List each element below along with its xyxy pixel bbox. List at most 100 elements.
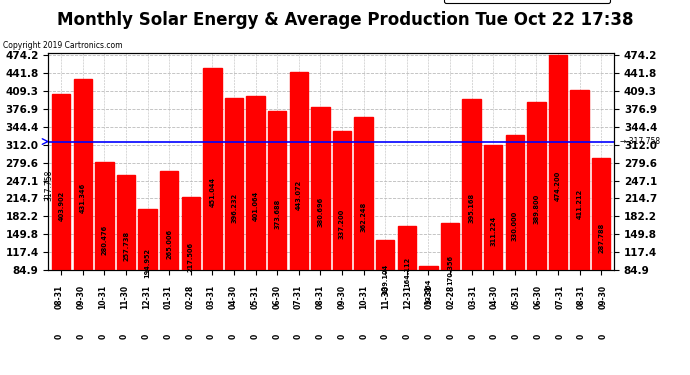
Text: 0: 0 bbox=[229, 334, 238, 339]
Text: 07-31: 07-31 bbox=[294, 285, 303, 309]
Text: 280.476: 280.476 bbox=[101, 224, 108, 255]
Text: 170.356: 170.356 bbox=[447, 255, 453, 285]
Text: 01-31: 01-31 bbox=[164, 285, 172, 309]
Bar bbox=[376, 240, 395, 317]
Text: 431.346: 431.346 bbox=[80, 183, 86, 213]
Text: 411.212: 411.212 bbox=[577, 188, 582, 219]
Bar bbox=[420, 266, 437, 317]
Text: 0: 0 bbox=[577, 334, 586, 339]
Text: 10-31: 10-31 bbox=[98, 285, 107, 309]
Bar bbox=[290, 72, 308, 317]
Text: 0: 0 bbox=[120, 334, 129, 339]
Text: 05-31: 05-31 bbox=[250, 285, 259, 309]
Bar bbox=[549, 55, 567, 317]
Text: 06-30: 06-30 bbox=[533, 285, 542, 309]
Text: 07-31: 07-31 bbox=[555, 285, 564, 309]
Text: 04-30: 04-30 bbox=[490, 285, 499, 309]
Bar bbox=[397, 226, 416, 317]
Bar bbox=[160, 171, 179, 317]
Bar bbox=[246, 96, 265, 317]
Text: 194.952: 194.952 bbox=[145, 248, 150, 278]
Text: 317.758: 317.758 bbox=[44, 170, 53, 201]
Text: 474.200: 474.200 bbox=[555, 171, 561, 201]
Text: 09-30: 09-30 bbox=[337, 285, 346, 309]
Text: 0: 0 bbox=[185, 334, 195, 339]
Text: 11-30: 11-30 bbox=[120, 285, 129, 309]
Bar bbox=[268, 111, 286, 317]
Text: Monthly Solar Energy & Average Production Tue Oct 22 17:38: Monthly Solar Energy & Average Productio… bbox=[57, 11, 633, 29]
Bar bbox=[311, 107, 330, 317]
Text: 265.006: 265.006 bbox=[166, 229, 172, 259]
Text: 0: 0 bbox=[337, 334, 346, 339]
Text: 03-31: 03-31 bbox=[468, 285, 477, 309]
Bar bbox=[181, 197, 200, 317]
Text: 0: 0 bbox=[250, 334, 259, 339]
Text: 217.506: 217.506 bbox=[188, 242, 194, 272]
Text: 08-31: 08-31 bbox=[316, 285, 325, 309]
Text: Copyright 2019 Cartronics.com: Copyright 2019 Cartronics.com bbox=[3, 41, 123, 50]
Text: 0: 0 bbox=[316, 334, 325, 339]
Text: 08-31: 08-31 bbox=[577, 285, 586, 309]
Text: 12-31: 12-31 bbox=[403, 285, 412, 309]
Text: 0: 0 bbox=[555, 334, 564, 339]
Text: 0: 0 bbox=[446, 334, 455, 339]
Text: 0: 0 bbox=[599, 334, 608, 339]
Text: 287.788: 287.788 bbox=[598, 222, 604, 253]
Bar bbox=[139, 209, 157, 317]
Bar bbox=[527, 102, 546, 317]
Bar bbox=[95, 162, 114, 317]
Text: 11-30: 11-30 bbox=[381, 285, 390, 309]
Bar bbox=[462, 99, 481, 317]
Bar bbox=[204, 68, 221, 317]
Text: 330.000: 330.000 bbox=[512, 211, 518, 241]
Text: 362.248: 362.248 bbox=[361, 202, 366, 232]
Text: 02-28: 02-28 bbox=[446, 285, 455, 309]
Text: 10-31: 10-31 bbox=[359, 285, 368, 309]
Text: 0: 0 bbox=[207, 334, 216, 339]
Text: 0: 0 bbox=[55, 334, 63, 339]
Bar bbox=[506, 135, 524, 317]
Bar bbox=[571, 90, 589, 317]
Text: 403.902: 403.902 bbox=[58, 190, 64, 220]
Bar bbox=[333, 131, 351, 317]
Bar bbox=[592, 158, 611, 317]
Text: 0: 0 bbox=[141, 334, 150, 339]
Text: 02-28: 02-28 bbox=[185, 285, 195, 309]
Text: 05-31: 05-31 bbox=[512, 285, 521, 309]
Text: 03-31: 03-31 bbox=[207, 285, 216, 309]
Text: 395.168: 395.168 bbox=[469, 193, 475, 223]
Text: 09-30: 09-30 bbox=[599, 285, 608, 309]
Bar bbox=[441, 223, 459, 317]
Text: 389.800: 389.800 bbox=[533, 194, 540, 225]
Text: 0: 0 bbox=[381, 334, 390, 339]
Bar bbox=[355, 117, 373, 317]
Bar bbox=[74, 79, 92, 317]
Text: 06-30: 06-30 bbox=[273, 285, 282, 309]
Text: 09-30: 09-30 bbox=[77, 285, 86, 309]
Text: 01-31: 01-31 bbox=[424, 285, 433, 309]
Bar bbox=[52, 94, 70, 317]
Legend: Average  (kWh), Daily  (kWh): Average (kWh), Daily (kWh) bbox=[444, 0, 610, 3]
Bar bbox=[117, 175, 135, 317]
Text: 0: 0 bbox=[533, 334, 542, 339]
Text: 12-31: 12-31 bbox=[141, 285, 150, 309]
Text: 0: 0 bbox=[77, 334, 86, 339]
Text: 0: 0 bbox=[512, 334, 521, 339]
Text: 311.224: 311.224 bbox=[490, 216, 496, 246]
Text: 401.064: 401.064 bbox=[253, 191, 259, 221]
Text: 451.044: 451.044 bbox=[210, 177, 215, 207]
Text: 139.104: 139.104 bbox=[382, 263, 388, 294]
Text: 0: 0 bbox=[403, 334, 412, 339]
Text: 0: 0 bbox=[164, 334, 172, 339]
Text: 373.688: 373.688 bbox=[274, 199, 280, 229]
Text: 0: 0 bbox=[294, 334, 303, 339]
Text: 443.072: 443.072 bbox=[296, 180, 302, 210]
Text: 0: 0 bbox=[490, 334, 499, 339]
Text: 0: 0 bbox=[98, 334, 107, 339]
Bar bbox=[484, 145, 502, 317]
Bar bbox=[225, 98, 243, 317]
Text: 164.112: 164.112 bbox=[404, 256, 410, 287]
Text: 08-31: 08-31 bbox=[55, 285, 63, 309]
Text: 0: 0 bbox=[359, 334, 368, 339]
Text: 337.200: 337.200 bbox=[339, 209, 345, 239]
